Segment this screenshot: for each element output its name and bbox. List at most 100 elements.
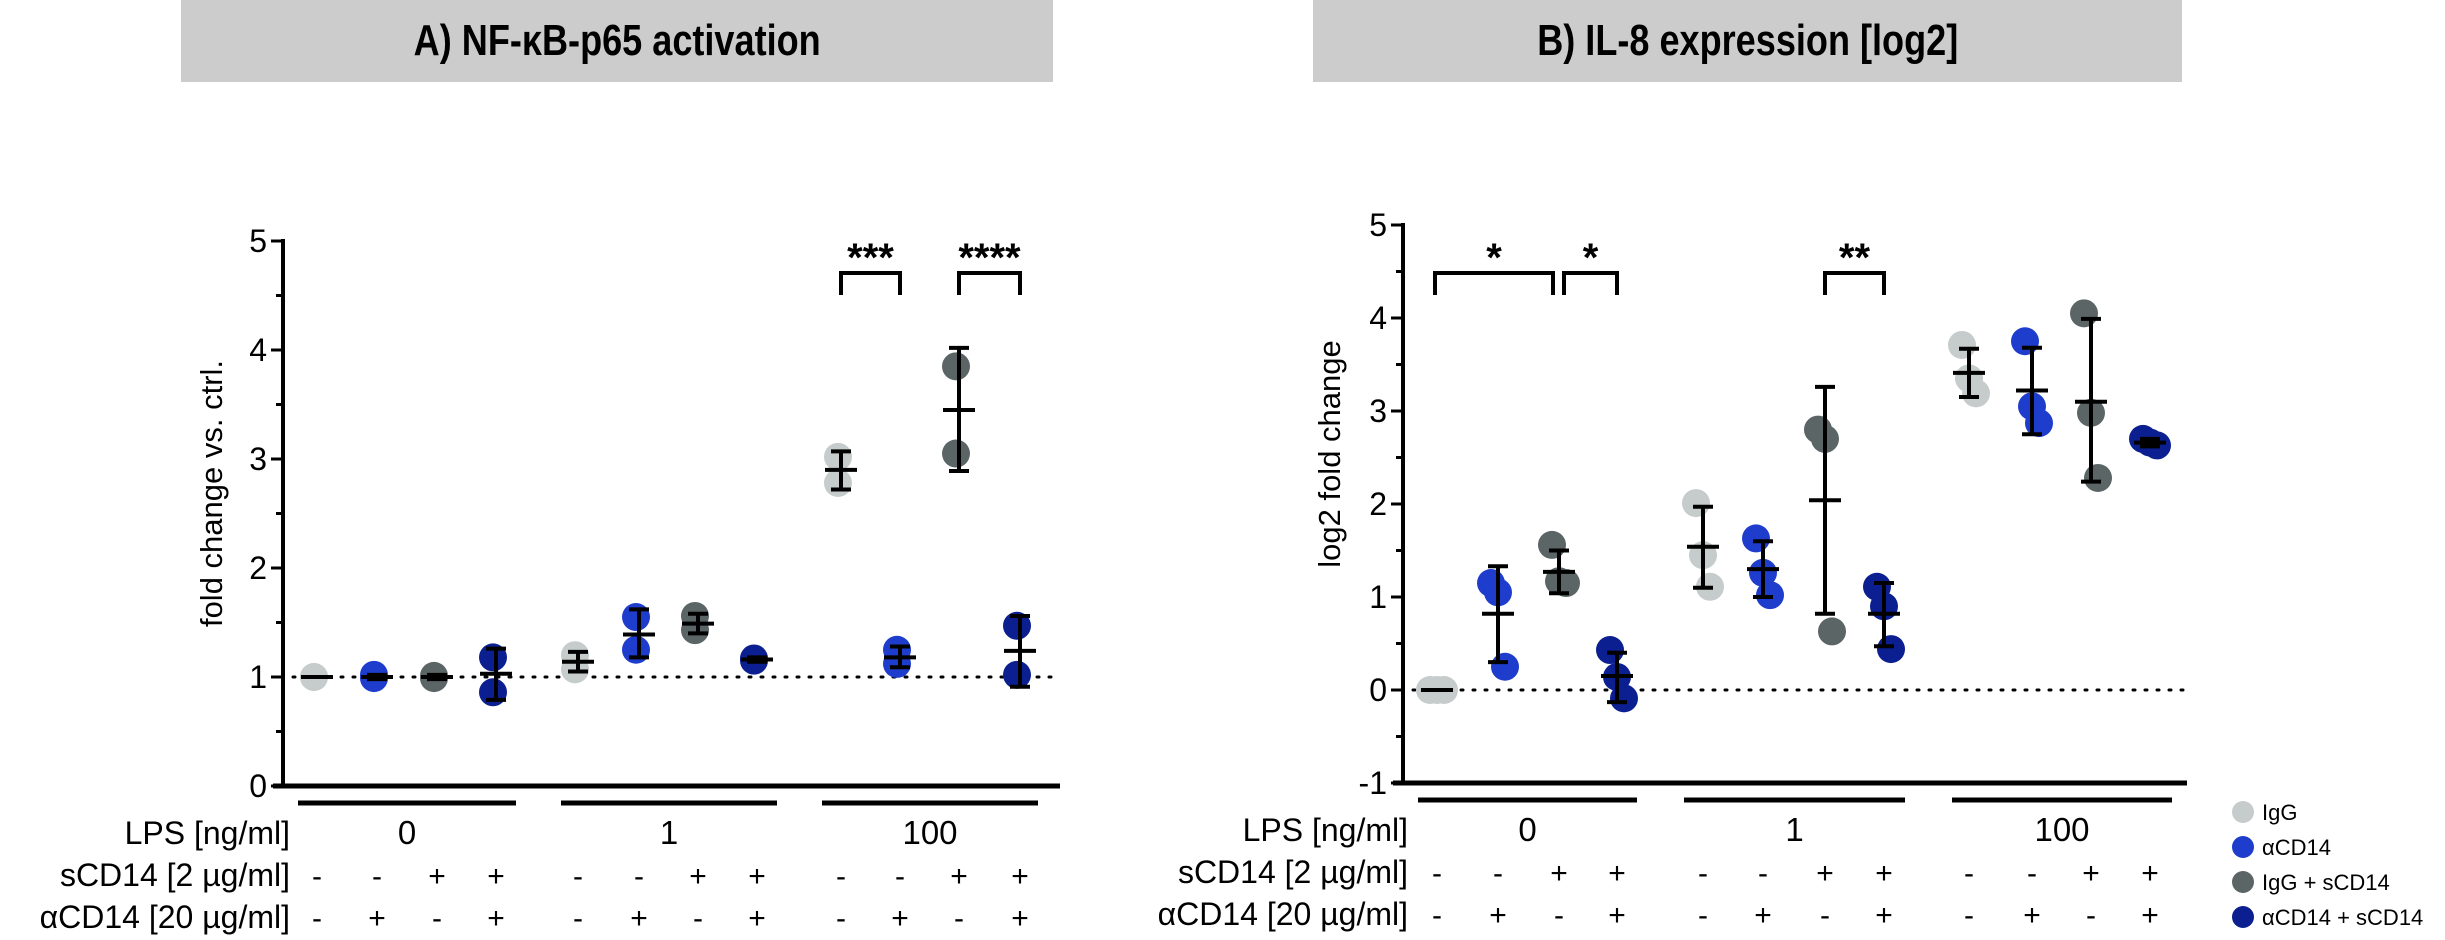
scd14-sign: + [428,860,446,893]
acd14-sign: + [1875,899,1893,932]
data-point [883,649,911,678]
data-point [1948,330,1976,359]
data-point [1877,635,1905,664]
scd14-sign: - [634,860,644,893]
scd14-sign: - [836,860,846,893]
y-tick-label: 4 [1369,300,1387,336]
scd14-sign: - [1698,857,1708,890]
significance-stars: * [1486,236,1502,280]
y-axis-label: fold change vs. ctrl. [194,360,229,627]
row-label-lps: LPS [ng/ml] [125,815,290,851]
data-point [561,655,589,684]
y-axis-label: log2 fold change [1312,340,1347,568]
scd14-sign: + [748,860,766,893]
acd14-sign: - [1554,899,1564,932]
legend-marker [2232,871,2254,893]
acd14-sign: + [487,902,505,935]
data-point [479,678,507,707]
significance-stars: ** [1839,236,1871,280]
acd14-sign: - [1432,899,1442,932]
row-label-scd14: sCD14 [2 µg/ml] [60,857,290,893]
scd14-sign: - [1432,857,1442,890]
data-point [942,439,970,468]
acd14-sign: - [693,902,703,935]
scd14-sign: + [950,860,968,893]
data-point [1596,636,1624,665]
lps-group-label: 100 [2034,811,2089,848]
acd14-sign: + [2023,899,2041,932]
data-point [2084,463,2112,492]
acd14-sign: - [836,902,846,935]
scd14-sign: + [689,860,707,893]
acd14-sign: - [954,902,964,935]
data-point [1003,660,1031,689]
significance-stars: * [1583,236,1599,280]
data-point [622,635,650,664]
acd14-sign: + [368,902,386,935]
data-point [942,352,970,381]
scd14-sign: - [1493,857,1503,890]
lps-group-label: 1 [660,814,678,851]
significance-stars: *** [847,236,894,280]
data-point [2011,327,2039,356]
data-point [1818,617,1846,646]
legend-marker [2232,906,2254,928]
legend-label: αCD14 [2262,835,2331,860]
acd14-sign: - [432,902,442,935]
data-point [1003,611,1031,640]
data-point [1742,524,1770,553]
acd14-sign: - [1964,899,1974,932]
acd14-sign: + [1011,902,1029,935]
data-point [1962,379,1990,408]
acd14-sign: - [1698,899,1708,932]
scd14-sign: - [895,860,905,893]
y-tick-label: 4 [249,332,267,368]
acd14-sign: + [1489,899,1507,932]
acd14-sign: - [312,902,322,935]
acd14-sign: - [573,902,583,935]
lps-group-label: 0 [1518,811,1536,848]
panel-b-title: B) IL-8 expression [log2] [1536,16,1958,65]
significance-bracket [1823,271,1886,295]
data-point [1491,652,1519,681]
y-tick-label: 3 [1369,393,1387,429]
data-point [1682,489,1710,518]
y-tick-label: 5 [1369,207,1387,243]
row-label-lps: LPS [ng/ml] [1243,812,1408,848]
y-tick-label: 0 [249,768,267,804]
lps-group-label: 100 [902,814,957,851]
acd14-sign: + [630,902,648,935]
scd14-sign: + [487,860,505,893]
significance-bracket [957,271,1022,295]
acd14-sign: + [891,902,909,935]
legend-marker [2232,801,2254,823]
acd14-sign: + [1754,899,1772,932]
scd14-sign: - [573,860,583,893]
acd14-sign: + [748,902,766,935]
y-tick-label: 1 [1369,579,1387,615]
scd14-sign: + [2141,857,2159,890]
scd14-sign: + [1816,857,1834,890]
y-tick-label: -1 [1359,765,1387,801]
scd14-sign: + [1011,860,1029,893]
data-point [1610,684,1638,713]
row-label-scd14: sCD14 [2 µg/ml] [1178,854,1408,890]
row-label-acd14: αCD14 [20 µg/ml] [40,899,290,935]
scd14-sign: - [372,860,382,893]
legend-label: αCD14 + sCD14 [2262,905,2423,930]
data-point [681,616,709,645]
significance-stars: **** [958,236,1021,280]
lps-group-label: 0 [398,814,416,851]
data-point [2070,299,2098,328]
scd14-sign: - [1964,857,1974,890]
acd14-sign: + [1608,899,1626,932]
data-point [824,442,852,471]
y-tick-label: 2 [249,550,267,586]
panel-a-title: A) NF-κB-p65 activation [413,16,821,65]
significance-bracket [1433,271,1555,295]
legend-label: IgG + sCD14 [2262,870,2390,895]
y-tick-label: 1 [249,659,267,695]
